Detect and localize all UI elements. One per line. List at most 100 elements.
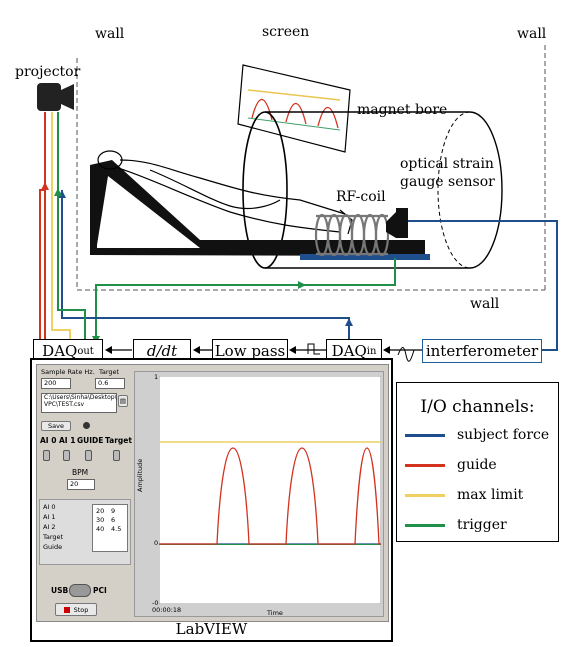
optical-sensor-label-line2: gauge sensor xyxy=(400,174,495,190)
bpm-input[interactable]: 20 xyxy=(67,479,95,490)
magnet-bore-icon xyxy=(242,111,503,269)
toggle-ai1[interactable] xyxy=(63,450,70,461)
guide-legend-label: guide xyxy=(457,457,497,473)
channel-label-target: Target xyxy=(105,436,132,445)
trigger-arrowhead-bore xyxy=(298,281,306,289)
save-button[interactable]: Save xyxy=(41,421,71,431)
screen-label: screen xyxy=(262,24,310,40)
table-r3c1: 40 xyxy=(96,525,105,533)
stop-button[interactable]: Stop xyxy=(55,603,97,616)
rf-coil-icon xyxy=(314,213,390,257)
folder-browse-icon[interactable]: ▤ xyxy=(118,395,128,407)
trigger-projector-arrowhead xyxy=(54,188,62,196)
arrowhead-ddt xyxy=(193,346,200,354)
interferometer-block: interferometer xyxy=(422,339,542,363)
arrowhead-daqout xyxy=(105,346,112,354)
daq-in-subscript: in xyxy=(366,345,377,357)
stop-icon xyxy=(63,606,70,613)
scanner-bed-icon xyxy=(90,160,430,260)
io-legend-item: max limit xyxy=(405,487,523,503)
toggle-guide[interactable] xyxy=(85,450,92,461)
subject-force-wire-sensor xyxy=(408,220,558,351)
screen-icon xyxy=(237,64,351,153)
io-legend-item: subject force xyxy=(405,427,549,443)
trigger-wire xyxy=(95,258,396,344)
subject-force-arrowhead-daqin xyxy=(345,318,353,326)
arrowhead-lowpass xyxy=(289,346,296,354)
wall-bottom-label: wall xyxy=(470,296,500,312)
subject-force-swatch xyxy=(405,433,445,437)
subject-figure-icon xyxy=(97,150,353,235)
channel-label-ai1: AI 1 xyxy=(59,436,76,445)
labview-panel: Sample Rate Hz. Target 200 0.6 C:\Users\… xyxy=(30,358,393,642)
channel-label-guide: GUIDE xyxy=(77,436,104,445)
waveform-chart: 1 0 -0 00:00:18 Time Amplitude xyxy=(134,371,384,617)
file-path-line2: VPC\TEST.csv xyxy=(44,400,85,408)
max-limit-legend-label: max limit xyxy=(457,487,524,503)
labview-caption: LabVIEW xyxy=(175,620,248,638)
y-mid-tick: 0 xyxy=(154,539,159,547)
legend-ai0: AI 0 xyxy=(43,503,56,511)
bpm-table: 20 9 30 6 40 4.5 xyxy=(92,504,128,552)
toggle-target[interactable] xyxy=(113,450,120,461)
trigger-legend-label: trigger xyxy=(457,517,507,533)
usb-pci-switch[interactable] xyxy=(69,584,91,597)
target-input[interactable]: 0.6 xyxy=(95,378,125,389)
y-axis-label: Amplitude xyxy=(136,458,144,492)
rf-coil-label: RF-coil xyxy=(336,189,386,205)
x-axis-label: Time xyxy=(267,609,283,617)
projector-label: projector xyxy=(15,64,81,80)
optical-sensor-icon xyxy=(386,208,408,238)
y-top-tick: 1 xyxy=(154,373,159,381)
arrowhead-daqin xyxy=(383,346,390,354)
subject-force-wire-display xyxy=(61,190,350,344)
guide-trace xyxy=(159,447,381,545)
digital-signal-icon xyxy=(307,343,320,355)
max-limit-swatch xyxy=(405,493,445,497)
usb-label: USB xyxy=(51,586,69,595)
labview-front-panel: Sample Rate Hz. Target 200 0.6 C:\Users\… xyxy=(36,364,389,622)
io-legend-item: trigger xyxy=(405,517,507,533)
table-r2c1: 30 xyxy=(96,516,105,524)
channel-label-ai0: AI 0 xyxy=(40,436,57,445)
bpm-label: BPM xyxy=(72,468,89,477)
y-bottom-tick: -0 xyxy=(152,599,159,607)
wall-left-label: wall xyxy=(95,26,125,42)
projector-icon xyxy=(37,83,74,111)
legend-ai2: AI 2 xyxy=(43,523,56,531)
daq-out-subscript: out xyxy=(77,345,94,357)
table-r1c1: 20 xyxy=(96,507,105,515)
target-label: Target xyxy=(99,368,120,376)
table-r1c2: 9 xyxy=(111,507,116,515)
save-led-icon xyxy=(83,422,90,429)
analog-signal-icon xyxy=(397,347,415,362)
toggle-ai0[interactable] xyxy=(43,450,50,461)
trigger-projector-wire xyxy=(57,112,86,340)
table-r2c2: 6 xyxy=(111,516,116,524)
legend-target: Target xyxy=(43,533,64,541)
io-legend-title: I/O channels: xyxy=(420,397,535,417)
waveform-plot xyxy=(159,376,381,604)
trigger-swatch xyxy=(405,523,445,527)
legend-ai1: AI 1 xyxy=(43,513,56,521)
pci-label: PCI xyxy=(93,586,107,595)
plot-legend-panel: AI 0 AI 1 AI 2 Target Guide 20 9 30 6 40… xyxy=(39,499,131,565)
magnet-bore-label: magnet bore xyxy=(357,102,448,118)
daq-out-label: DAQ xyxy=(42,342,78,360)
guide-arrowhead xyxy=(41,182,49,190)
io-legend-item: guide xyxy=(405,457,497,473)
file-path-line1: C:\Users\Sinha\Desktop\ xyxy=(44,394,117,401)
x-start-tick: 00:00:18 xyxy=(152,606,182,614)
daq-in-label: DAQ xyxy=(331,342,367,360)
stop-label: Stop xyxy=(73,605,89,614)
guide-swatch xyxy=(405,463,445,467)
sample-rate-label: Sample Rate Hz. xyxy=(41,368,95,376)
wall-right-label: wall xyxy=(517,26,547,42)
file-path-field[interactable]: C:\Users\Sinha\Desktop\ VPC\TEST.csv xyxy=(41,393,117,413)
legend-guide: Guide xyxy=(43,543,63,551)
max-limit-wire xyxy=(51,112,71,340)
sample-rate-input[interactable]: 200 xyxy=(41,378,71,389)
optical-sensor-label-line1: optical strain xyxy=(400,156,494,172)
table-r3c2: 4.5 xyxy=(111,525,122,533)
